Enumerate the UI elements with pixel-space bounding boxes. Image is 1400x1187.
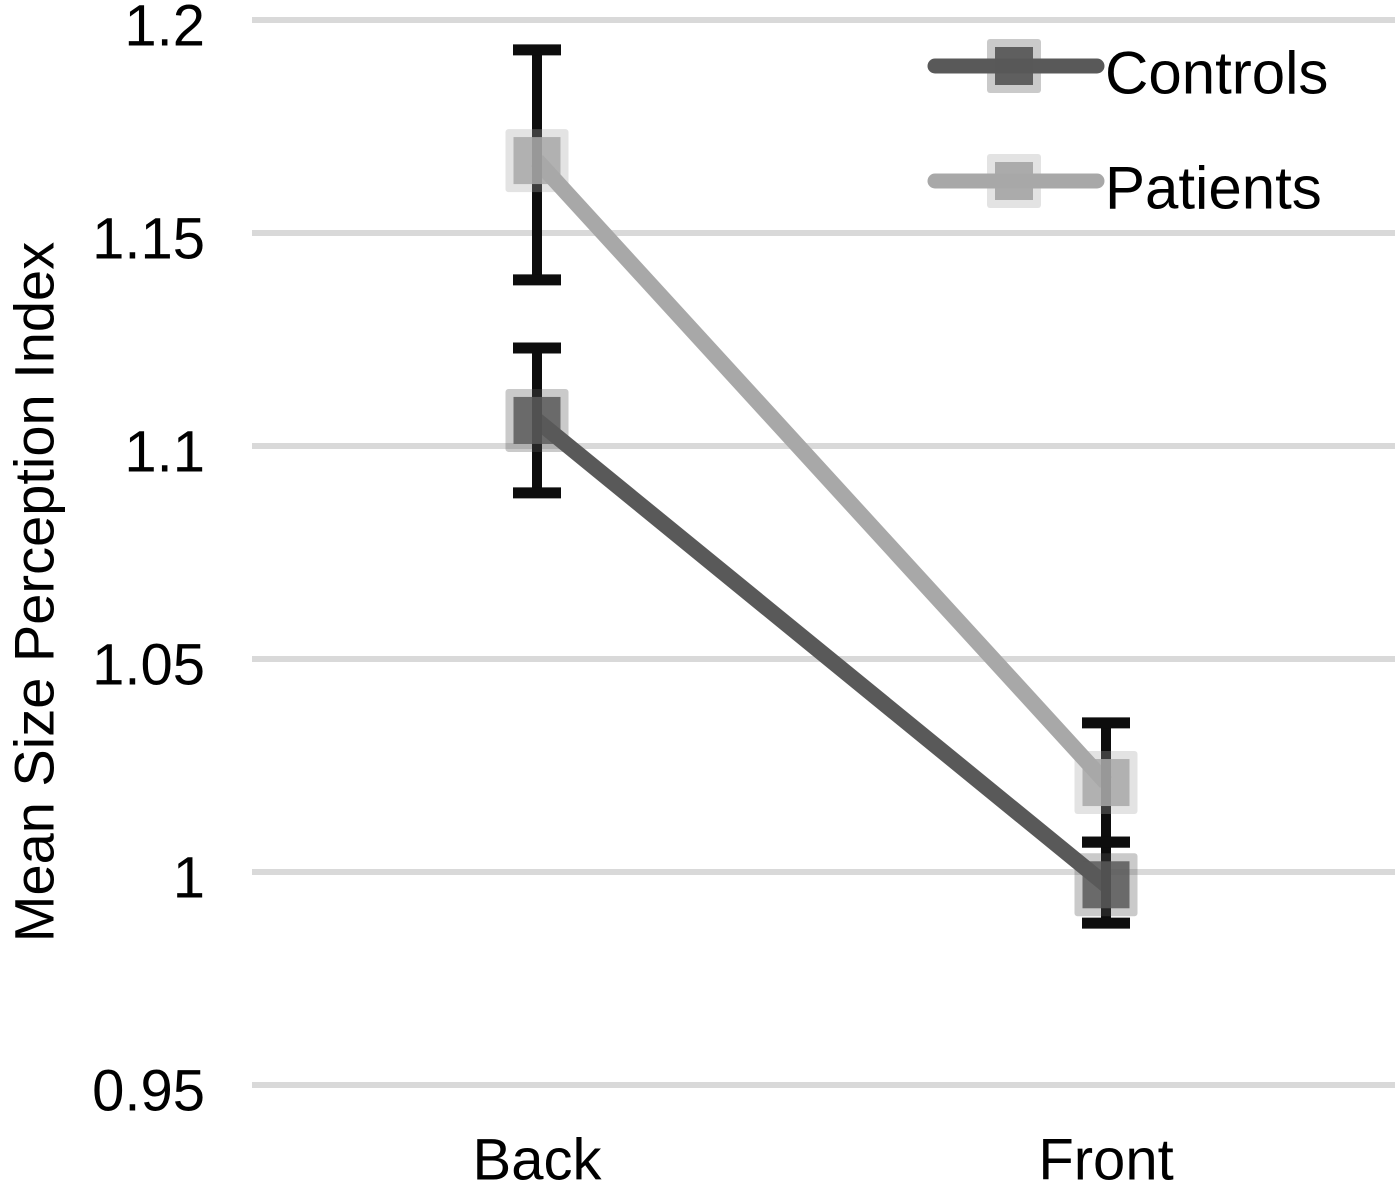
marker-controls [1082, 861, 1130, 909]
y-tick-label: 1.2 [124, 0, 205, 59]
marker-patients [513, 137, 561, 185]
series-line-controls [531, 414, 1112, 891]
y-tick-label: 1.05 [92, 633, 205, 698]
marker-controls [513, 396, 561, 444]
series-line-patients [531, 155, 1112, 788]
x-category-label: Front [1038, 1128, 1173, 1187]
y-tick-label: 1.15 [92, 207, 205, 272]
legend-marker-controls [995, 47, 1033, 85]
y-tick-label: 1.1 [124, 420, 205, 485]
legend-label-controls: Controls [1105, 40, 1328, 107]
y-tick-label: 0.95 [92, 1059, 205, 1124]
legend-marker-patients [995, 162, 1033, 200]
legend-label-patients: Patients [1105, 155, 1322, 222]
y-axis-title: Mean Size Perception Index [3, 242, 66, 942]
marker-patients [1082, 759, 1130, 807]
y-tick-label: 1 [173, 846, 205, 911]
x-category-label: Back [473, 1128, 603, 1187]
